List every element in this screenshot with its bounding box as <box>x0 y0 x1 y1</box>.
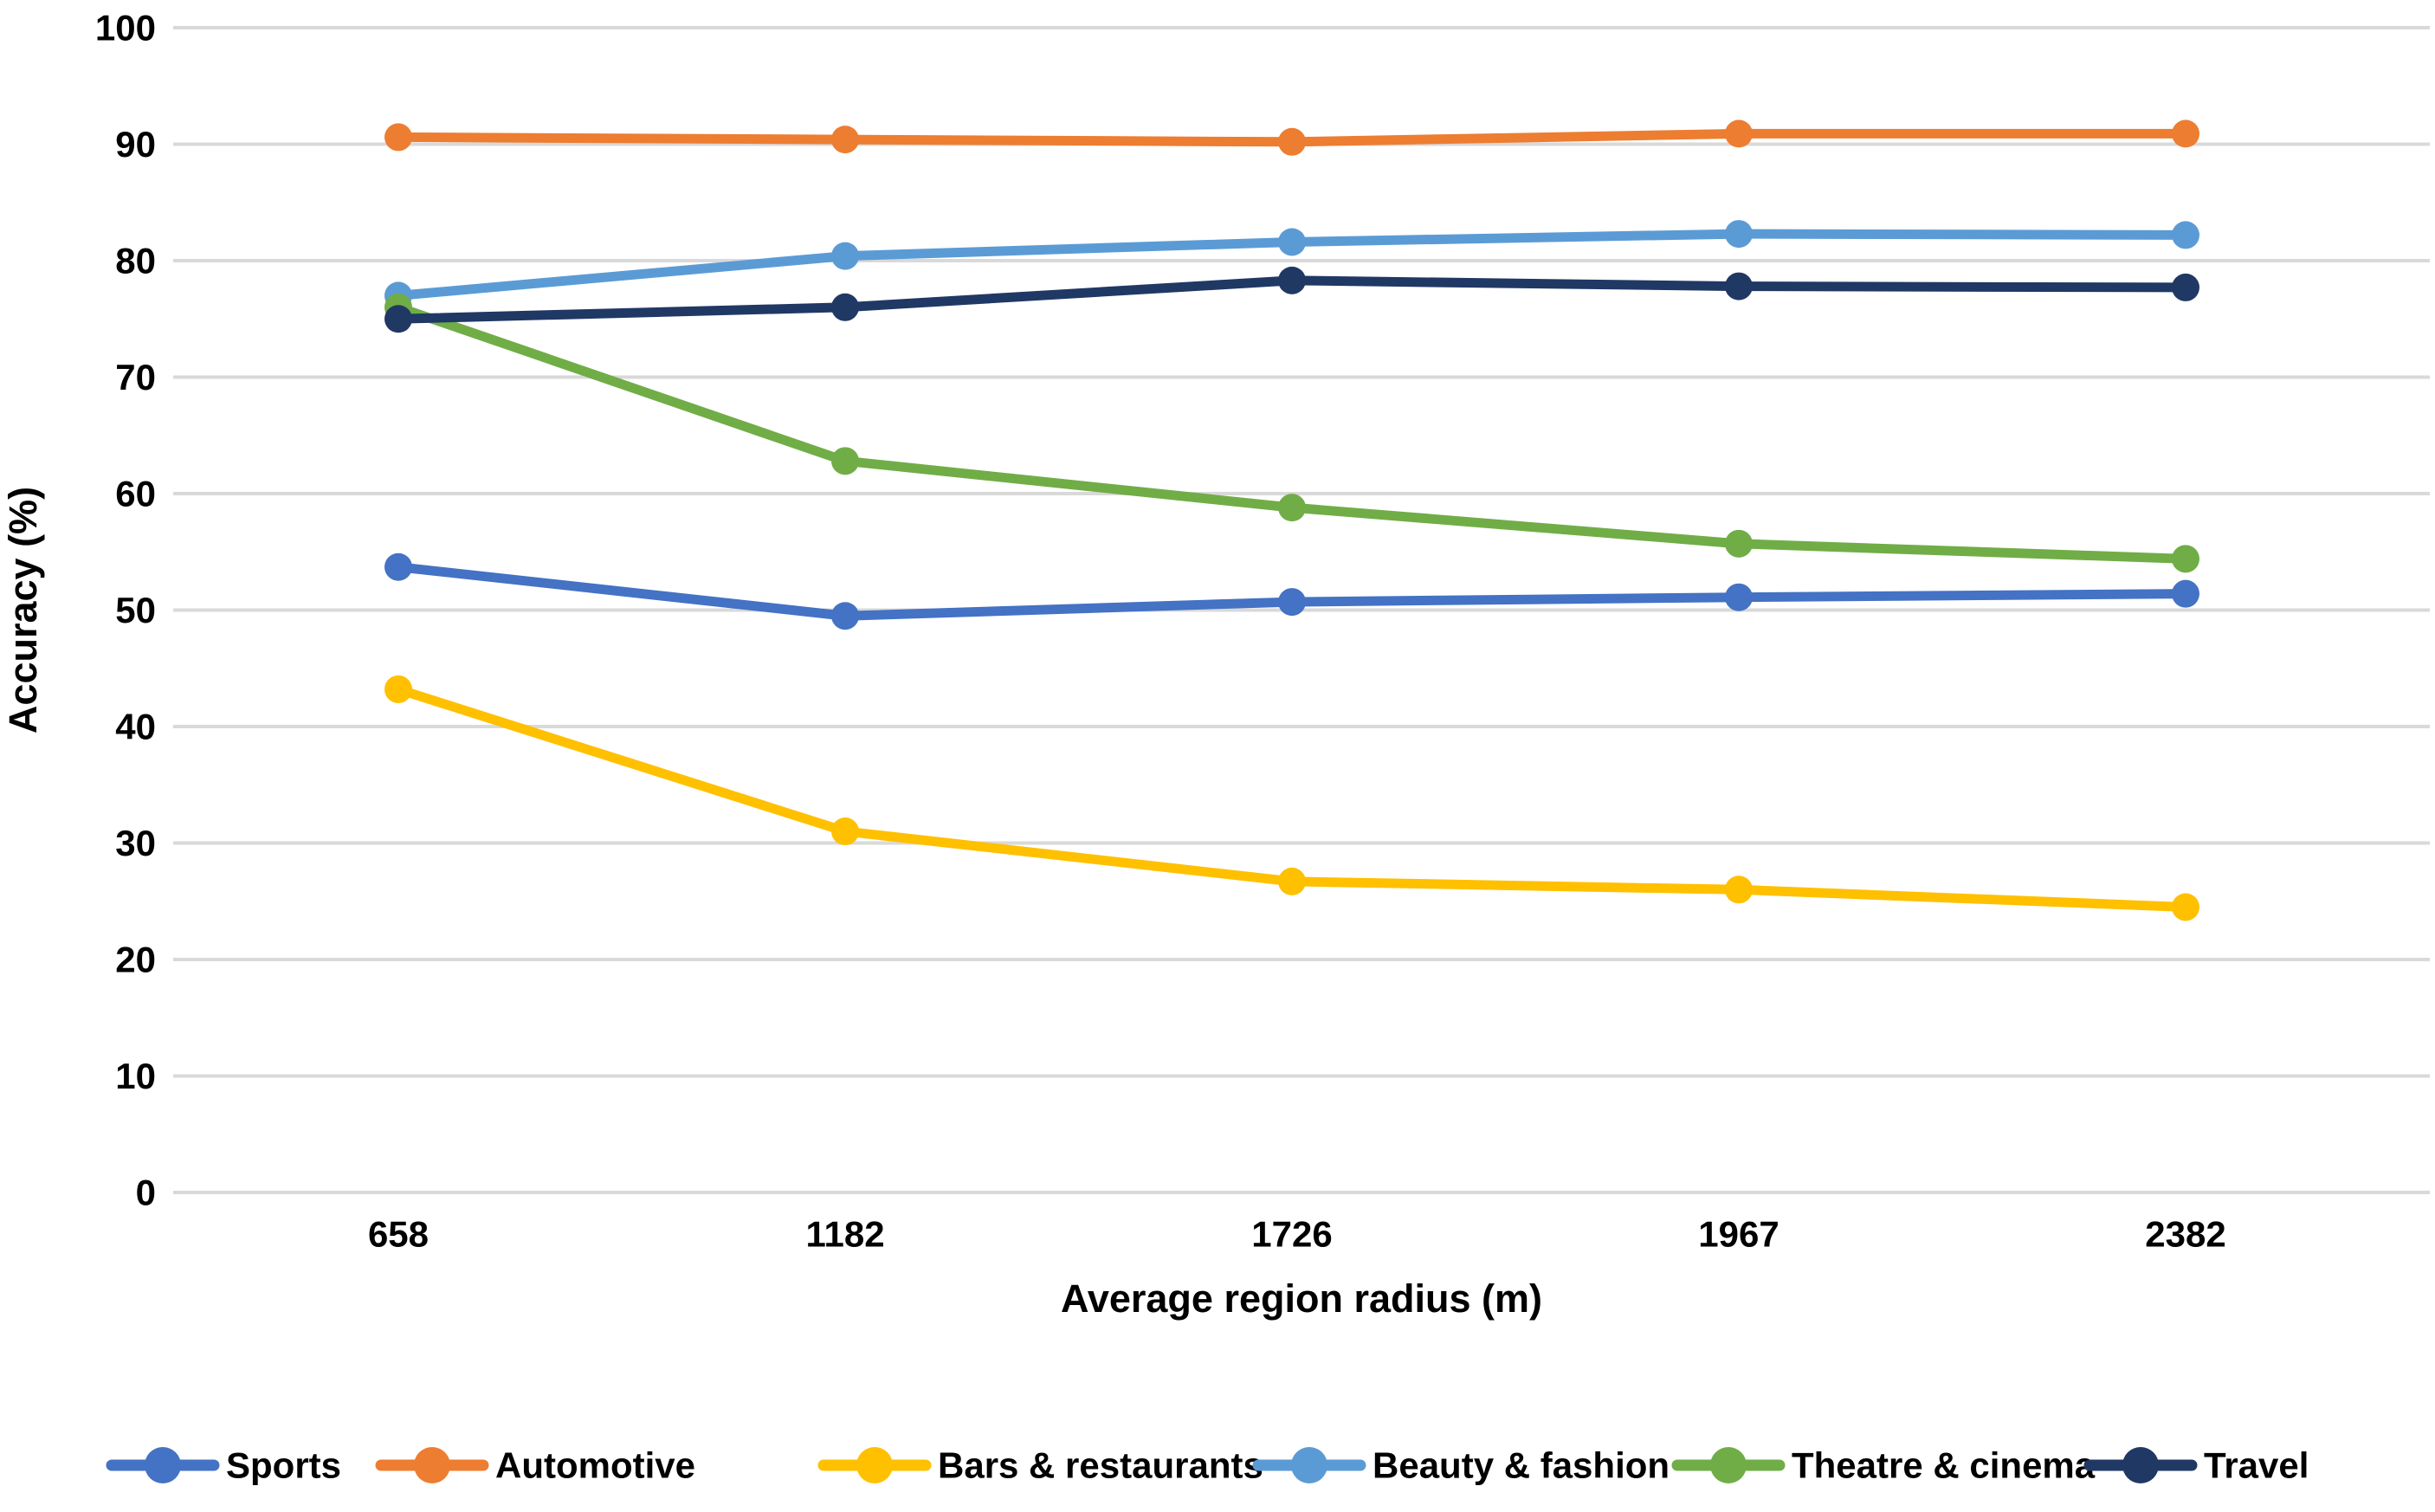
series-theatre-cinema <box>384 293 2199 573</box>
series-sports <box>384 552 2199 630</box>
x-tick-label: 2382 <box>2145 1214 2225 1255</box>
legend-item-travel: Travel <box>2083 1445 2309 1486</box>
x-axis-title: Average region radius (m) <box>1061 1276 1542 1321</box>
y-tick-label: 70 <box>115 357 156 397</box>
y-tick-label: 20 <box>115 940 156 980</box>
legend-label: Sports <box>226 1445 341 1486</box>
data-point <box>831 447 859 475</box>
data-point <box>831 126 859 154</box>
data-point <box>1725 220 1753 249</box>
y-axis-title: Accuracy (%) <box>1 487 45 733</box>
series-beauty-fashion <box>384 220 2199 310</box>
data-point <box>2172 273 2199 301</box>
data-point <box>1725 272 1753 300</box>
x-tick-label: 1726 <box>1251 1214 1332 1255</box>
series-automotive <box>384 120 2199 156</box>
data-point <box>1278 228 1306 256</box>
data-point <box>1278 266 1306 294</box>
legend: Sports Automotive Bars & restaurants Beauty… <box>106 1445 2309 1486</box>
data-point <box>831 602 859 630</box>
legend-marker-dot <box>856 1447 893 1483</box>
legend-item-automotive: Automotive <box>375 1445 695 1486</box>
y-tick-label: 50 <box>115 590 156 630</box>
y-tick-label: 80 <box>115 241 156 281</box>
data-point <box>2172 579 2199 608</box>
data-point <box>1725 583 1753 611</box>
data-point <box>831 242 859 270</box>
series-travel <box>384 266 2199 333</box>
data-point <box>384 675 412 703</box>
data-point <box>1278 127 1306 156</box>
legend-item-theatre-cinema: Theatre & cinema <box>1671 1445 2096 1486</box>
legend-marker-dot <box>1710 1447 1747 1483</box>
x-tick-label: 1967 <box>1698 1214 1779 1255</box>
data-point <box>1725 120 1753 148</box>
data-point <box>1278 494 1306 522</box>
y-tick-label: 90 <box>115 124 156 165</box>
data-point <box>384 123 412 152</box>
series-bars-restaurants <box>384 675 2199 921</box>
legend-marker-dot <box>414 1447 450 1483</box>
legend-label: Travel <box>2204 1445 2309 1486</box>
data-point <box>2172 120 2199 148</box>
legend-marker-dot <box>145 1447 181 1483</box>
x-tick-label: 1182 <box>805 1214 884 1255</box>
data-point <box>384 552 412 581</box>
legend-label: Bars & restaurants <box>938 1445 1263 1486</box>
y-tick-label: 60 <box>115 474 156 514</box>
data-point <box>1725 876 1753 904</box>
data-point <box>1278 867 1306 895</box>
legend-marker-dot <box>1291 1447 1327 1483</box>
data-point <box>2172 893 2199 921</box>
x-tick-label: 658 <box>368 1214 429 1255</box>
y-tick-label: 100 <box>95 8 156 48</box>
legend-label: Theatre & cinema <box>1792 1445 2096 1486</box>
legend-item-bars-restaurants: Bars & restaurants <box>817 1445 1263 1486</box>
legend-item-beauty-fashion: Beauty & fashion <box>1252 1445 1670 1486</box>
legend-label: Beauty & fashion <box>1373 1445 1670 1486</box>
data-point <box>1725 529 1753 558</box>
y-tick-label: 0 <box>136 1173 156 1213</box>
legend-item-sports: Sports <box>106 1445 341 1486</box>
y-tick-label: 40 <box>115 707 156 747</box>
data-point <box>1278 588 1306 617</box>
data-point <box>831 293 859 321</box>
data-point <box>831 817 859 846</box>
data-point <box>384 305 412 333</box>
data-point <box>2172 221 2199 249</box>
y-tick-label: 30 <box>115 823 156 863</box>
legend-label: Automotive <box>495 1445 695 1486</box>
legend-marker-dot <box>2122 1447 2159 1483</box>
data-point <box>2172 545 2199 573</box>
y-tick-label: 10 <box>115 1056 156 1096</box>
